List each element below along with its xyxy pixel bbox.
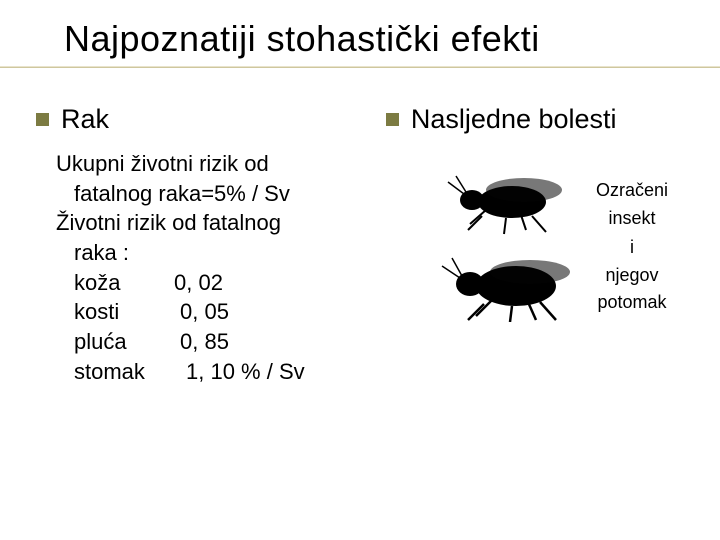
left-line: fatalnog raka=5% / Sv — [74, 179, 386, 209]
caption-line: potomak — [584, 292, 680, 314]
left-heading: Rak — [61, 104, 109, 135]
title-rule — [0, 66, 720, 68]
risk-label: koža — [74, 268, 174, 298]
right-column: Nasljedne bolesti — [386, 104, 684, 387]
insect-images — [434, 160, 584, 322]
left-line: raka : — [74, 238, 386, 268]
risk-row: kosti 0, 05 — [74, 297, 386, 327]
risk-value: 1, 10 % / Sv — [174, 357, 334, 387]
risk-row: pluća 0, 85 — [74, 327, 386, 357]
risk-row: koža 0, 02 — [74, 268, 386, 298]
content-columns: Rak Ukupni životni rizik od fatalnog rak… — [36, 104, 684, 387]
right-bullet: Nasljedne bolesti — [386, 104, 684, 135]
right-heading: Nasljedne bolesti — [411, 104, 617, 135]
caption-line: njegov — [584, 265, 680, 287]
risk-label: pluća — [74, 327, 174, 357]
caption-column: Ozračeni insekt i njegov potomak — [584, 180, 680, 320]
slide-title: Najpoznatiji stohastički efekti — [64, 18, 684, 60]
slide: Najpoznatiji stohastički efekti Rak Ukup… — [0, 0, 720, 540]
bullet-square-icon — [36, 113, 49, 126]
insect-top-icon — [434, 160, 584, 236]
risk-row: stomak 1, 10 % / Sv — [74, 357, 386, 387]
left-line: Ukupni životni rizik od — [56, 149, 386, 179]
left-column: Rak Ukupni životni rizik od fatalnog rak… — [36, 104, 386, 387]
bullet-square-icon — [386, 113, 399, 126]
risk-value: 0, 02 — [174, 268, 334, 298]
risk-label: kosti — [74, 297, 174, 327]
risk-value: 0, 05 — [174, 297, 334, 327]
caption-line: insekt — [584, 208, 680, 230]
left-line: Životni rizik od fatalnog — [56, 208, 386, 238]
insect-bottom-icon — [434, 246, 584, 322]
caption-line: i — [584, 237, 680, 259]
left-body: Ukupni životni rizik od fatalnog raka=5%… — [56, 149, 386, 387]
left-bullet: Rak — [36, 104, 386, 135]
caption-line: Ozračeni — [584, 180, 680, 202]
risk-value: 0, 85 — [174, 327, 334, 357]
risk-label: stomak — [74, 357, 174, 387]
